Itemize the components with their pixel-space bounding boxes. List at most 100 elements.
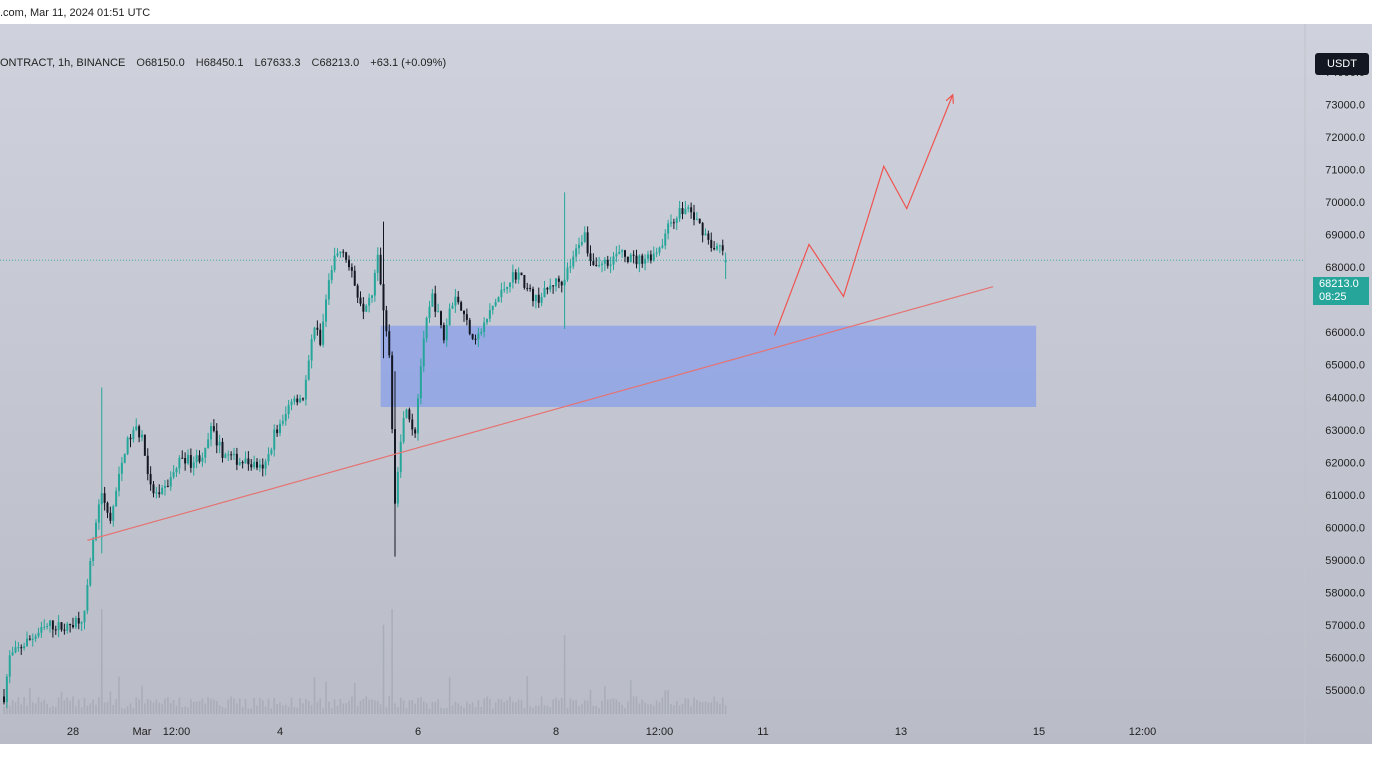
candle-body bbox=[34, 636, 37, 639]
candle-body bbox=[169, 477, 172, 487]
trendline-layer bbox=[87, 286, 994, 541]
volume-bar bbox=[549, 707, 552, 714]
open-key: O bbox=[136, 57, 145, 69]
last-price-value: 68213.0 bbox=[1319, 278, 1359, 290]
chart-svg[interactable]: 55000.0 56000.0 57000.0 58000.0 59000.0 60000… bbox=[0, 24, 1380, 744]
high-key: H bbox=[195, 57, 204, 69]
volume-bar bbox=[319, 698, 322, 714]
candle-body bbox=[184, 458, 187, 464]
volume-bar bbox=[581, 704, 583, 714]
volume-bar bbox=[264, 706, 267, 714]
candle-body bbox=[86, 585, 89, 611]
candle-body bbox=[552, 285, 555, 287]
volume-bar bbox=[187, 707, 189, 714]
volume-bar bbox=[491, 708, 494, 714]
volume-bar bbox=[247, 708, 250, 714]
candle-body bbox=[327, 280, 330, 300]
candle-body bbox=[523, 275, 526, 288]
candle-body bbox=[480, 331, 483, 334]
price-chart[interactable]: 55000.0 56000.0 57000.0 58000.0 59000.0 60000… bbox=[0, 24, 1380, 744]
volume-bar bbox=[190, 699, 192, 714]
candle-body bbox=[72, 625, 74, 628]
volume-bar bbox=[644, 702, 646, 714]
candle-body bbox=[92, 539, 95, 561]
candle-body bbox=[287, 405, 290, 415]
volume-bar bbox=[233, 698, 235, 714]
volume-bar bbox=[100, 609, 103, 714]
candle-body bbox=[195, 455, 198, 463]
volume-bar bbox=[184, 706, 186, 714]
candle-body bbox=[483, 322, 486, 332]
candle-body bbox=[14, 647, 17, 653]
volume-bar bbox=[75, 706, 77, 714]
candle-body bbox=[655, 252, 658, 254]
candle-body bbox=[261, 464, 264, 469]
volume-bar bbox=[586, 700, 589, 714]
candle-body bbox=[258, 464, 261, 468]
candle-body bbox=[463, 310, 465, 315]
candle-body bbox=[233, 453, 235, 456]
volume-bar bbox=[451, 705, 454, 714]
volume-bar bbox=[290, 697, 293, 714]
open-value: 68150.0 bbox=[144, 57, 185, 69]
candle-body bbox=[687, 207, 690, 209]
volume-bar bbox=[52, 705, 54, 714]
volume-bar bbox=[112, 705, 115, 714]
currency-button[interactable]: USDT bbox=[1315, 53, 1369, 75]
candle-body bbox=[97, 504, 100, 523]
x-tick-label: 28 bbox=[67, 726, 79, 738]
candle-body bbox=[129, 437, 132, 440]
candle-body bbox=[437, 311, 440, 313]
volume-bar bbox=[80, 707, 83, 714]
volume-bar bbox=[560, 698, 563, 714]
y-tick-label: 55000.0 bbox=[1325, 685, 1365, 697]
volume-bar bbox=[167, 697, 169, 714]
volume-bar bbox=[606, 699, 609, 714]
volume-bar bbox=[261, 700, 264, 714]
candle-body bbox=[348, 259, 350, 268]
volume-bar bbox=[399, 697, 402, 714]
volume-bar bbox=[529, 706, 531, 714]
candle-body bbox=[80, 622, 83, 624]
candle-body bbox=[494, 301, 497, 306]
candle-body bbox=[112, 506, 115, 521]
candle-body bbox=[451, 305, 454, 309]
volume-bar bbox=[408, 700, 411, 714]
candle-body bbox=[555, 278, 557, 287]
volume-bar bbox=[629, 680, 632, 714]
candle-body bbox=[618, 251, 621, 254]
volume-bar bbox=[218, 705, 221, 714]
candle-body bbox=[115, 490, 118, 507]
candle-body bbox=[698, 218, 701, 223]
volume-bar bbox=[494, 702, 497, 714]
volume-bar bbox=[658, 702, 661, 714]
candle-body bbox=[28, 638, 31, 640]
candle-body bbox=[212, 426, 215, 431]
volume-bar bbox=[670, 703, 672, 714]
volume-bar bbox=[282, 705, 284, 714]
candle-body bbox=[118, 473, 120, 491]
candle-body bbox=[57, 622, 60, 631]
volume-bar bbox=[543, 705, 546, 714]
candle-body bbox=[399, 441, 402, 473]
volume-bar bbox=[520, 700, 523, 714]
volume-bar bbox=[621, 704, 623, 714]
volume-bar bbox=[437, 699, 439, 714]
candle-body bbox=[66, 623, 69, 631]
candle-body bbox=[132, 429, 135, 440]
candle-body bbox=[138, 426, 141, 438]
volume-bar bbox=[244, 699, 247, 714]
volume-bar bbox=[40, 702, 43, 714]
volume-bar bbox=[514, 702, 517, 714]
volume-bar bbox=[11, 700, 14, 714]
candle-body bbox=[592, 261, 595, 266]
candle-body bbox=[578, 244, 580, 249]
candle-body bbox=[302, 398, 304, 400]
volume-bar bbox=[227, 699, 230, 714]
candle-body bbox=[675, 218, 678, 223]
volume-bar bbox=[46, 703, 48, 714]
candle-body bbox=[635, 255, 638, 265]
candle-body bbox=[166, 485, 169, 487]
candle-body bbox=[161, 487, 164, 495]
candle-body bbox=[17, 647, 20, 649]
